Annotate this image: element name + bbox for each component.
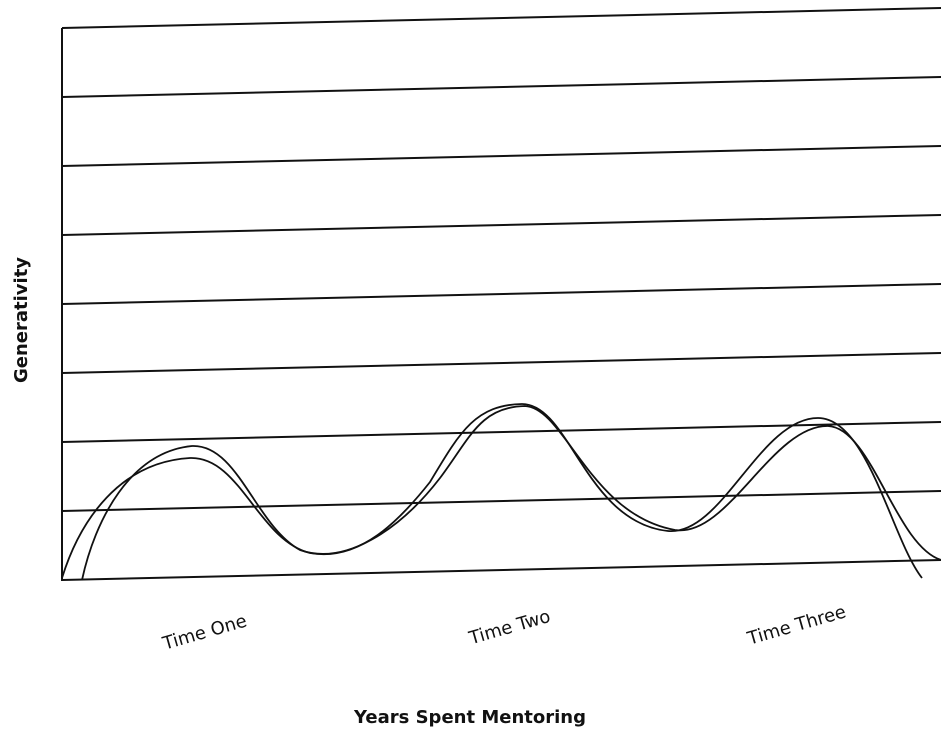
y-axis-label: Generativity — [11, 257, 32, 383]
x-axis-label: Years Spent Mentoring — [353, 707, 586, 728]
chart: Generativity Years Spent Mentoring Time … — [0, 0, 941, 736]
